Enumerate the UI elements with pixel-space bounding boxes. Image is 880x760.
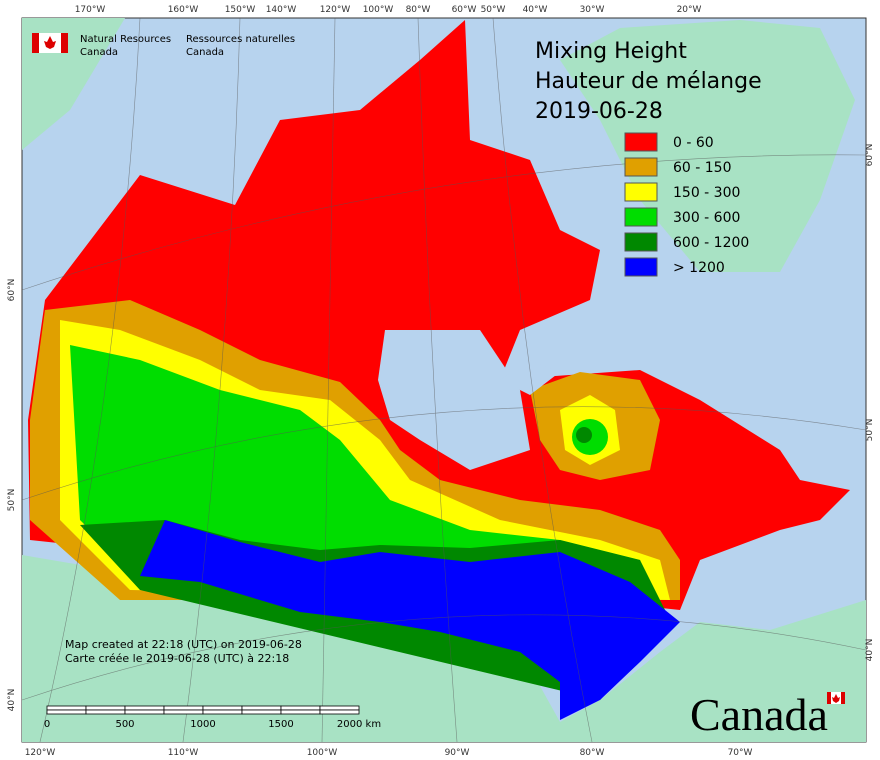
legend-label: 300 - 600: [673, 210, 740, 226]
maple-leaf: [44, 36, 56, 49]
legend-swatch: [624, 257, 658, 277]
lon-label: 20°W: [677, 5, 702, 15]
legend-swatch: [624, 132, 658, 152]
lon-label: 110°W: [168, 748, 199, 758]
agency-en: Natural Resources: [80, 34, 171, 45]
scale-bar: 0 500 1000 1500 2000 km: [44, 705, 381, 730]
zone-600-1200-quebec: [576, 427, 592, 443]
title: 2019-06-28: [535, 99, 663, 124]
legend-label: 60 - 150: [673, 160, 732, 176]
scale-label: 0: [44, 719, 50, 730]
graticule-line: [182, 17, 241, 743]
legend-label: 150 - 300: [673, 185, 740, 201]
legend-swatch: [624, 182, 658, 202]
scale-segment: [124, 705, 165, 711]
legend-swatch: [624, 157, 658, 177]
lon-label: 30°W: [580, 5, 605, 15]
scale-segment: [46, 709, 87, 715]
lon-label: 140°W: [266, 5, 297, 15]
graticule-line: [21, 614, 867, 701]
lat-label: 40°N: [7, 689, 17, 712]
lon-label: 50°W: [481, 5, 506, 15]
scale-segment: [241, 709, 282, 715]
lon-label: 90°W: [445, 748, 470, 758]
lon-label: 160°W: [168, 5, 199, 15]
maple-leaf: [832, 694, 840, 703]
agency-block: Natural Resources Canada Ressources natu…: [32, 33, 295, 58]
hudson-strait: [500, 360, 560, 395]
wordmark: Canada: [690, 689, 845, 740]
legend-swatch: [624, 232, 658, 252]
lon-label: 100°W: [307, 748, 338, 758]
legend: 0 - 60 60 - 150 150 - 300 300 - 600 600 - 12…: [624, 132, 749, 277]
lat-label: 60°N: [865, 144, 875, 167]
scale-segment: [319, 705, 360, 711]
scale-segment: [163, 705, 204, 711]
credit: Carte créée le 2019-06-28 (UTC) à 22:18: [65, 652, 289, 665]
title: Mixing Height: [535, 39, 687, 64]
lon-label: 150°W: [225, 5, 256, 15]
flag-bar: [61, 33, 68, 53]
graticule-labels: 170°W 160°W 150°W 140°W 120°W 100°W 80°W 60°W 50…: [7, 5, 875, 758]
lat-label: 60°N: [7, 279, 17, 302]
scale-segment: [202, 709, 243, 715]
scale-segment: [280, 709, 321, 715]
scale-label: 1500: [268, 719, 293, 730]
legend-swatch: [624, 207, 658, 227]
lat-label: 50°N: [7, 489, 17, 512]
map-frame: [21, 17, 867, 743]
title: Hauteur de mélange: [535, 69, 762, 94]
legend-label: 600 - 1200: [673, 235, 749, 251]
hudson-bay: [378, 330, 530, 470]
agency-en: Canada: [80, 47, 118, 58]
scale-segment: [85, 705, 126, 711]
graticule-line: [39, 17, 141, 743]
lon-label: 170°W: [75, 5, 106, 15]
scale-label: 1000: [190, 719, 215, 730]
lon-label: 80°W: [406, 5, 431, 15]
scale-segment: [319, 709, 360, 715]
flag-bar: [32, 33, 39, 53]
credit: Map created at 22:18 (UTC) on 2019-06-28: [65, 638, 302, 651]
scale-segment: [202, 705, 243, 711]
lon-label: 80°W: [580, 748, 605, 758]
lon-label: 100°W: [363, 5, 394, 15]
scale-segment: [46, 705, 87, 711]
scale-segment: [280, 705, 321, 711]
land-greenland: [560, 20, 855, 272]
flag-bar: [841, 692, 845, 704]
canada-wordmark: Canada: [690, 689, 828, 740]
scale-label: 2000 km: [337, 719, 381, 730]
lon-label: 60°W: [452, 5, 477, 15]
graticule-line: [417, 17, 458, 743]
lat-label: 40°N: [865, 639, 875, 662]
lat-label: 50°N: [865, 419, 875, 442]
scale-segment: [124, 709, 165, 715]
lon-label: 70°W: [728, 748, 753, 758]
lon-label: 40°W: [523, 5, 548, 15]
graticule-line: [492, 17, 593, 743]
scale-segment: [85, 709, 126, 715]
scale-label: 500: [115, 719, 134, 730]
graticule-line: [21, 406, 867, 501]
lon-label: 120°W: [25, 748, 56, 758]
scale-segment: [241, 705, 282, 711]
agency-fr: Ressources naturelles: [186, 34, 295, 45]
lon-label: 120°W: [320, 5, 351, 15]
flag-bar: [827, 692, 831, 704]
legend-label: 0 - 60: [673, 135, 714, 151]
graticule-line: [21, 154, 867, 291]
legend-label: > 1200: [673, 260, 725, 276]
agency-fr: Canada: [186, 47, 224, 58]
scale-segment: [163, 709, 204, 715]
